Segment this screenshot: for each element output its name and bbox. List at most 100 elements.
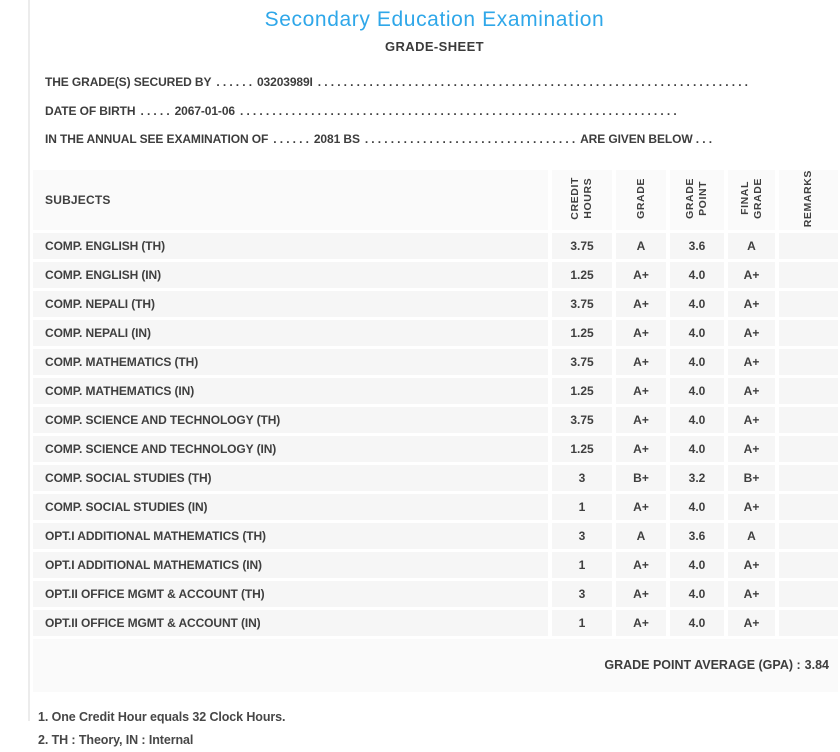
remarks-cell (779, 377, 838, 404)
table-row: COMP. MATHEMATICS (TH) 3.75 A+ 4.0 A+ (33, 348, 838, 375)
credit-hours-cell: 1 (552, 609, 612, 636)
table-row: COMP. SCIENCE AND TECHNOLOGY (TH) 3.75 A… (33, 406, 838, 433)
grade-point-cell: 4.0 (670, 377, 724, 404)
table-row: COMP. MATHEMATICS (IN) 1.25 A+ 4.0 A+ (33, 377, 838, 404)
table-row: OPT.I ADDITIONAL MATHEMATICS (IN) 1 A+ 4… (33, 551, 838, 578)
gradesheet-page: Secondary Education Examination GRADE-SH… (29, 0, 840, 747)
dotted-filler: . . . . . . . . . . . . . . . . . . . . … (239, 103, 677, 118)
credit-hours-cell: 1.25 (552, 377, 612, 404)
grade-point-cell: 4.0 (670, 435, 724, 462)
final-grade-cell: A+ (728, 580, 775, 607)
grade-cell: A+ (616, 609, 666, 636)
are-given-below-label: ARE GIVEN BELOW . . . (580, 132, 712, 146)
grade-point-cell: 4.0 (670, 261, 724, 288)
credit-hours-cell: 3.75 (552, 232, 612, 259)
examination-year-value: 2081 BS (313, 132, 360, 146)
table-row: COMP. NEPALI (TH) 3.75 A+ 4.0 A+ (33, 290, 838, 317)
page-left-border (28, 0, 30, 721)
grade-point-cell: 4.0 (670, 319, 724, 346)
grade-cell: A+ (616, 435, 666, 462)
column-header-remarks: REMARKS (779, 169, 838, 230)
grade-cell: A+ (616, 348, 666, 375)
credit-hours-cell: 3.75 (552, 348, 612, 375)
table-row: OPT.II OFFICE MGMT & ACCOUNT (IN) 1 A+ 4… (33, 609, 838, 636)
grade-point-cell: 4.0 (670, 406, 724, 433)
examination-year-label: IN THE ANNUAL SEE EXAMINATION OF (45, 132, 269, 146)
dotted-filler: . . . . . (140, 103, 170, 118)
remarks-cell (779, 348, 838, 375)
grade-point-cell: 4.0 (670, 348, 724, 375)
grade-cell: A+ (616, 261, 666, 288)
credit-hours-cell: 1.25 (552, 435, 612, 462)
final-grade-cell: A+ (728, 406, 775, 433)
remarks-cell (779, 406, 838, 433)
gpa-summary-band: GRADE POINT AVERAGE (GPA) : 3.84 (33, 638, 838, 692)
subject-cell: COMP. MATHEMATICS (TH) (33, 348, 548, 375)
grade-point-cell: 4.0 (670, 609, 724, 636)
remarks-cell (779, 580, 838, 607)
final-grade-cell: A+ (728, 377, 775, 404)
subject-cell: COMP. SOCIAL STUDIES (IN) (33, 493, 548, 520)
grades-table-header: SUBJECTS CREDIT HOURS GRADE GRADE POINT … (33, 169, 838, 230)
grade-point-cell: 4.0 (670, 580, 724, 607)
subject-cell: COMP. MATHEMATICS (IN) (33, 377, 548, 404)
grade-cell: A+ (616, 580, 666, 607)
remarks-cell (779, 290, 838, 317)
final-grade-cell: A+ (728, 551, 775, 578)
subject-cell: OPT.I ADDITIONAL MATHEMATICS (TH) (33, 522, 548, 549)
footnotes-section: 1. One Credit Hour equals 32 Clock Hours… (38, 706, 840, 752)
final-grade-cell: A (728, 232, 775, 259)
credit-hours-cell: 1.25 (552, 319, 612, 346)
dotted-filler: . . . . . . . . . . . . . . . . . . . . … (364, 132, 576, 146)
final-grade-cell: A+ (728, 435, 775, 462)
credit-hours-cell: 3.75 (552, 406, 612, 433)
grade-cell: A+ (616, 551, 666, 578)
grade-point-cell: 3.6 (670, 522, 724, 549)
credit-hours-cell: 3 (552, 580, 612, 607)
grades-secured-by-label: THE GRADE(S) SECURED BY (45, 75, 212, 89)
subject-cell: COMP. SCIENCE AND TECHNOLOGY (TH) (33, 406, 548, 433)
grade-point-cell: 3.6 (670, 232, 724, 259)
remarks-cell (779, 464, 838, 491)
table-row: OPT.II OFFICE MGMT & ACCOUNT (TH) 3 A+ 4… (33, 580, 838, 607)
credit-hours-cell: 3 (552, 522, 612, 549)
page-title: Secondary Education Examination (264, 8, 605, 31)
credit-hours-cell: 3 (552, 464, 612, 491)
final-grade-cell: A (728, 522, 775, 549)
column-header-grade: GRADE (616, 169, 666, 230)
grade-cell: A (616, 232, 666, 259)
date-of-birth-value: 2067-01-06 (174, 103, 235, 118)
grade-cell: A+ (616, 319, 666, 346)
footnote-th-in: 2. TH : Theory, IN : Internal (38, 732, 194, 747)
gpa-label: GRADE POINT AVERAGE (GPA) : (604, 658, 801, 673)
final-grade-cell: A+ (728, 290, 775, 317)
column-header-credit-hours: CREDIT HOURS (552, 169, 612, 230)
remarks-cell (779, 522, 838, 549)
date-of-birth-label: DATE OF BIRTH (45, 103, 136, 118)
dotted-filler: . . . . . . . . . . . . . . . . . . . . … (317, 75, 751, 89)
gpa-value: 3.84 (804, 658, 829, 673)
gradesheet-subtitle: GRADE-SHEET (384, 39, 485, 54)
remarks-cell (779, 261, 838, 288)
column-header-final-grade: FINAL GRADE (728, 169, 775, 230)
subject-cell: COMP. NEPALI (IN) (33, 319, 548, 346)
credit-hours-cell: 1 (552, 493, 612, 520)
final-grade-cell: B+ (728, 464, 775, 491)
remarks-cell (779, 435, 838, 462)
column-header-grade-point: GRADE POINT (670, 169, 724, 230)
subject-cell: OPT.I ADDITIONAL MATHEMATICS (IN) (33, 551, 548, 578)
final-grade-cell: A+ (728, 319, 775, 346)
grade-cell: A+ (616, 377, 666, 404)
remarks-cell (779, 319, 838, 346)
remarks-cell (779, 609, 838, 636)
final-grade-cell: A+ (728, 261, 775, 288)
table-row: COMP. SOCIAL STUDIES (TH) 3 B+ 3.2 B+ (33, 464, 838, 491)
subject-cell: COMP. SOCIAL STUDIES (TH) (33, 464, 548, 491)
table-row: COMP. NEPALI (IN) 1.25 A+ 4.0 A+ (33, 319, 838, 346)
header-row: SUBJECTS CREDIT HOURS GRADE GRADE POINT … (33, 169, 838, 230)
credit-hours-cell: 1.25 (552, 261, 612, 288)
dotted-filler: . . . . . . (216, 75, 252, 89)
remarks-cell (779, 493, 838, 520)
grade-cell: A+ (616, 493, 666, 520)
subject-cell: OPT.II OFFICE MGMT & ACCOUNT (TH) (33, 580, 548, 607)
